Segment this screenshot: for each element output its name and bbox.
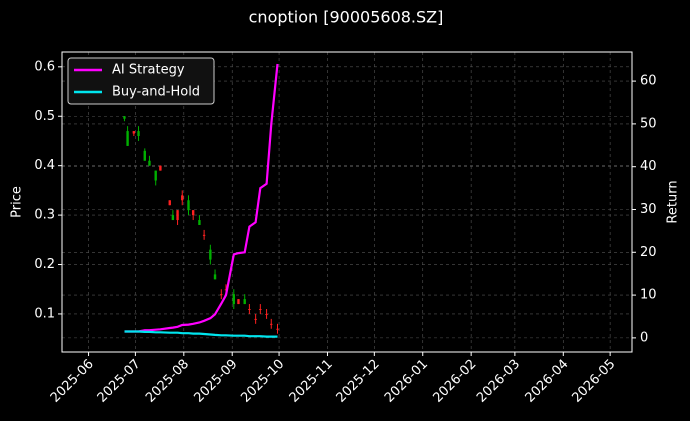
candle-body — [181, 195, 184, 201]
y2-tick-label: 0 — [640, 330, 648, 345]
candle-body — [176, 210, 179, 221]
candle-body — [126, 131, 129, 146]
candle-body — [243, 299, 246, 305]
y-axis-label: Price — [10, 186, 25, 218]
candle-body — [159, 165, 162, 171]
candle-body — [168, 200, 171, 206]
y2-tick-label: 30 — [640, 202, 657, 217]
y-tick-label: 0.3 — [34, 208, 55, 223]
candle-body — [202, 234, 206, 236]
candle-body — [248, 309, 251, 311]
candle-body — [187, 200, 190, 211]
y2-tick-label: 10 — [640, 288, 657, 303]
candle-body — [171, 215, 175, 221]
y-tick-label: 0.6 — [34, 59, 55, 74]
candle-body — [137, 131, 140, 137]
candle-body — [123, 116, 126, 119]
candle-body — [276, 328, 279, 330]
legend-label: Buy-and-Hold — [112, 85, 200, 100]
candle-body — [191, 210, 195, 216]
candle-body — [265, 313, 268, 315]
legend-box — [67, 57, 215, 105]
y2-tick-label: 60 — [640, 74, 657, 89]
chart-title: cnoption [90005608.SZ] — [249, 8, 444, 27]
y-tick-label: 0.5 — [34, 109, 55, 124]
candle-body — [213, 274, 217, 280]
line-series — [124, 63, 279, 333]
candle-body — [154, 170, 157, 181]
y-tick-label: 0.2 — [34, 257, 55, 272]
legend-label: AI Strategy — [112, 63, 185, 78]
candle-body — [270, 323, 273, 325]
candle-body — [132, 131, 136, 134]
y2-axis-label: Return — [666, 180, 681, 223]
candle-body — [143, 150, 146, 161]
candle-body — [254, 318, 257, 320]
candle-body — [148, 160, 151, 166]
y-tick-label: 0.4 — [34, 158, 55, 173]
candle-body — [237, 299, 240, 305]
candle-body — [259, 309, 262, 311]
candle-body — [232, 294, 235, 305]
candle-body — [198, 220, 201, 225]
y2-tick-label: 40 — [640, 159, 657, 174]
candle-body — [220, 294, 223, 296]
candle-body — [209, 249, 212, 260]
plot-frame — [61, 51, 633, 353]
y-tick-label: 0.1 — [34, 306, 55, 321]
line-series — [124, 330, 278, 338]
y2-tick-label: 20 — [640, 245, 657, 260]
y2-tick-label: 50 — [640, 116, 657, 131]
